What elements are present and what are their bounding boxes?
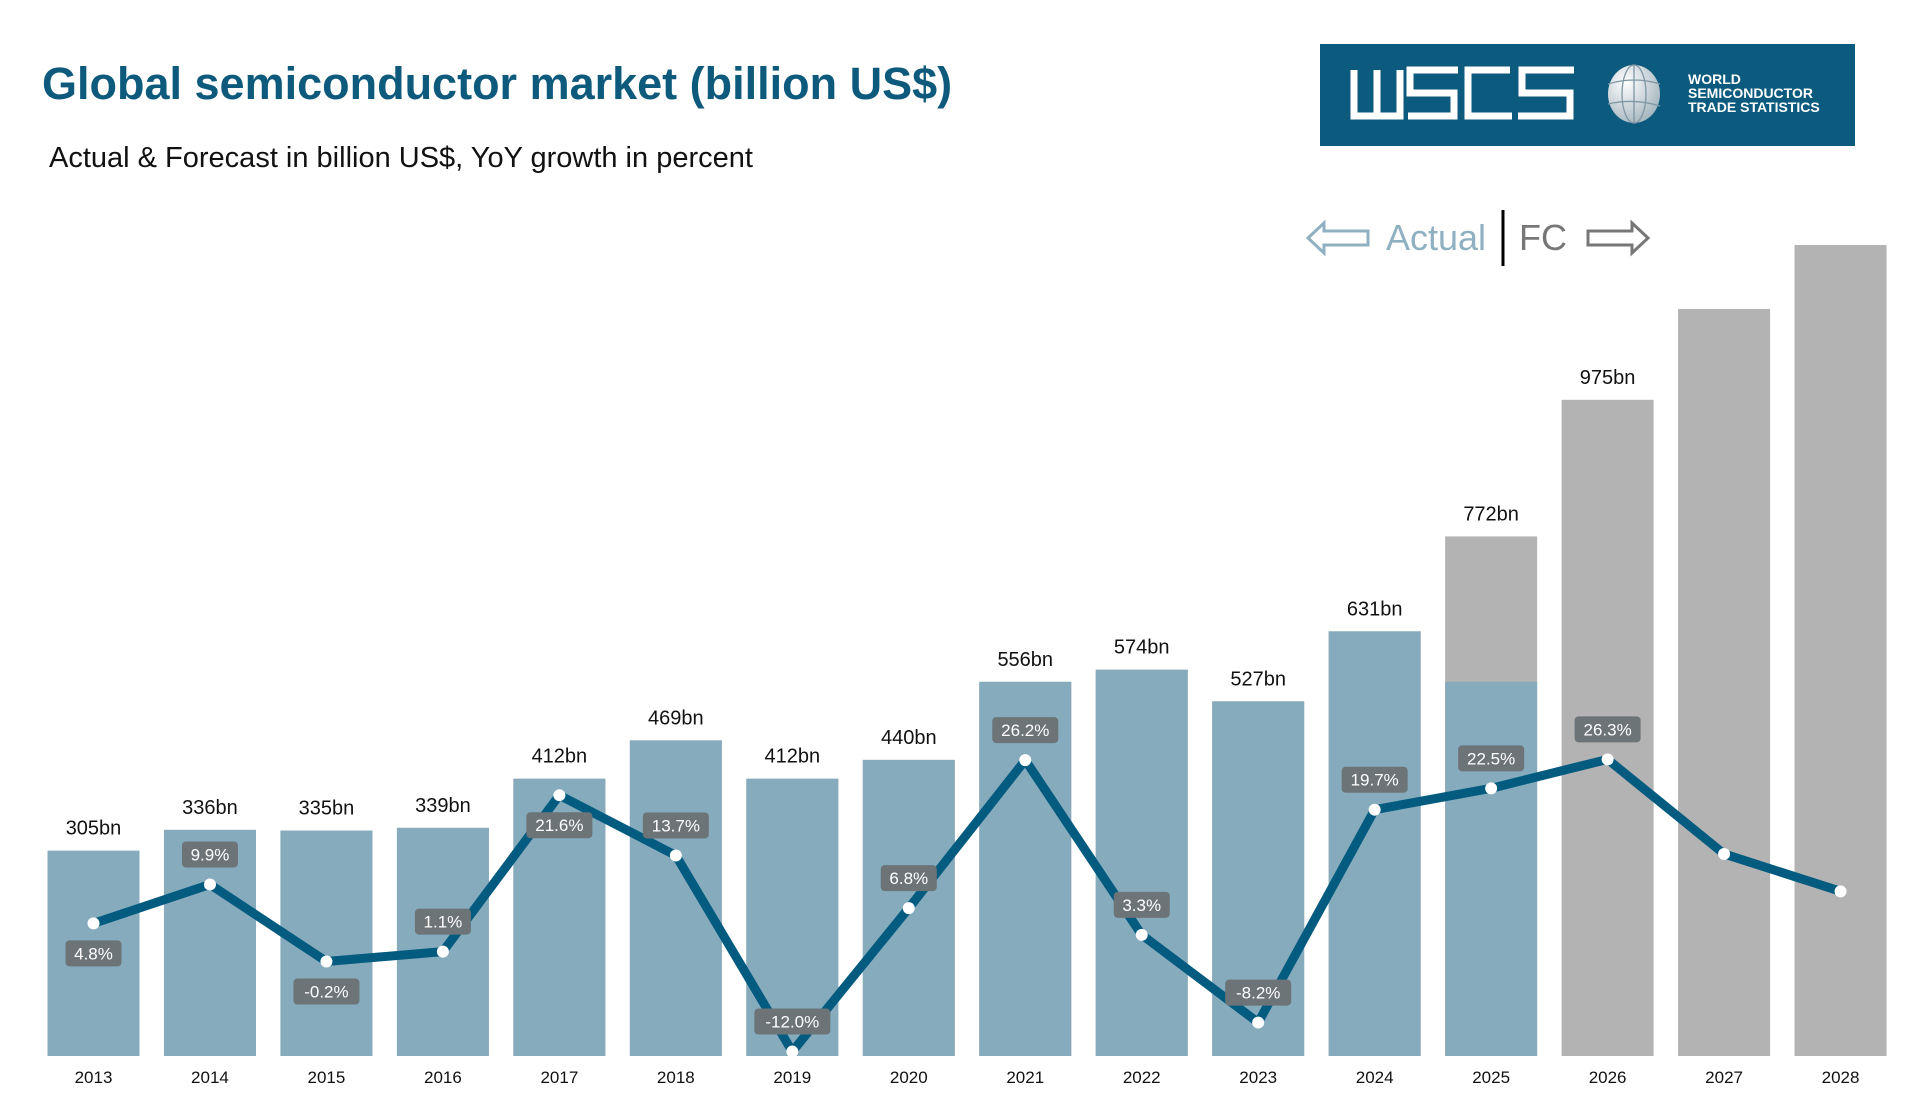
growth-point-2013	[87, 917, 100, 930]
x-tick-label: 2017	[540, 1068, 578, 1087]
bar-value-label: 336bn	[182, 797, 238, 819]
bar-value-label: 335bn	[299, 798, 355, 820]
bar-value-label: 412bn	[765, 746, 821, 768]
bar-value-label: 440bn	[881, 727, 937, 749]
bar-actual-2014	[163, 829, 256, 1056]
x-tick-label: 2024	[1356, 1068, 1394, 1087]
actual-forecast-divider: Actual FC	[1305, 210, 1651, 266]
chart-subtitle: Actual & Forecast in billion US$, YoY gr…	[49, 142, 753, 174]
arrow-left-icon	[1305, 219, 1370, 257]
x-tick-label: 2023	[1239, 1068, 1277, 1087]
bar-value-label: 574bn	[1114, 637, 1170, 659]
logo-tagline: WORLD SEMICONDUCTOR TRADE STATISTICS	[1688, 71, 1820, 115]
wsts-logo: WORLD SEMICONDUCTOR TRADE STATISTICS	[1320, 44, 1855, 146]
growth-value-label: 19.7%	[1351, 771, 1399, 790]
growth-point-2022	[1135, 928, 1148, 941]
growth-label-box	[65, 940, 122, 967]
x-tick-label: 2015	[308, 1068, 346, 1087]
bar-value-label: 527bn	[1230, 668, 1286, 690]
growth-label-box	[181, 841, 238, 868]
x-tick-label: 2020	[890, 1068, 928, 1087]
bar-value-label: 412bn	[532, 746, 588, 768]
growth-value-label: 13.7%	[652, 816, 700, 835]
growth-value-label: -8.2%	[1236, 984, 1280, 1003]
growth-point-2020	[902, 902, 915, 915]
growth-value-label: -0.2%	[304, 983, 348, 1002]
growth-point-2026	[1601, 753, 1614, 766]
bar-2028	[1794, 245, 1887, 1056]
chart-title: Global semiconductor market (billion US$…	[42, 58, 953, 109]
growth-point-2024	[1368, 803, 1381, 816]
bar-actual-2025	[1445, 681, 1538, 1056]
growth-point-2021	[1019, 754, 1032, 767]
growth-value-label: -12.0%	[765, 1013, 819, 1032]
growth-point-2023	[1252, 1016, 1265, 1029]
x-tick-label: 2022	[1123, 1068, 1161, 1087]
growth-line	[92, 754, 1842, 1057]
bar-actual-2021	[979, 681, 1072, 1056]
bar-value-label: 469bn	[648, 707, 704, 729]
growth-value-label: 4.8%	[74, 944, 113, 963]
x-tick-label: 2018	[657, 1068, 695, 1087]
growth-value-label: 9.9%	[191, 845, 230, 864]
x-tick-label: 2027	[1705, 1068, 1743, 1087]
x-tick-label: 2021	[1006, 1068, 1044, 1087]
bar-value-label: 975bn	[1580, 367, 1636, 389]
growth-label-box	[1341, 766, 1408, 793]
growth-value-label: 3.3%	[1122, 896, 1161, 915]
actual-label: Actual	[1386, 217, 1486, 258]
growth-label-box	[1574, 716, 1641, 743]
growth-point-2018	[669, 849, 682, 862]
bar-value-label: 556bn	[997, 649, 1053, 671]
x-tick-label: 2025	[1472, 1068, 1510, 1087]
growth-value-label: 26.2%	[1001, 721, 1049, 740]
growth-label-box	[754, 1008, 831, 1035]
bar-2027	[1678, 308, 1771, 1057]
growth-label-box	[642, 812, 709, 839]
bar-value-label: 339bn	[415, 795, 471, 817]
growth-point-2028	[1834, 885, 1847, 898]
growth-value-label: 6.8%	[889, 869, 928, 888]
growth-label-box	[526, 812, 593, 839]
growth-value-label: 21.6%	[535, 816, 583, 835]
growth-label-box	[880, 865, 937, 892]
growth-point-2025	[1485, 782, 1498, 795]
x-tick-label: 2014	[191, 1068, 229, 1087]
growth-point-2016	[436, 945, 449, 958]
bar-value-label: 305bn	[66, 818, 122, 840]
x-tick-label: 2028	[1822, 1068, 1860, 1087]
growth-point-2015	[320, 955, 333, 968]
x-tick-label: 2013	[75, 1068, 113, 1087]
growth-point-2017	[553, 789, 566, 802]
bar-value-label: 631bn	[1347, 598, 1403, 620]
growth-value-label: 1.1%	[424, 913, 463, 932]
growth-label-box	[414, 908, 471, 935]
arrow-right-icon	[1586, 219, 1651, 257]
growth-label-box	[1458, 745, 1525, 772]
growth-value-label: 22.5%	[1467, 749, 1515, 768]
growth-label-box	[1225, 979, 1292, 1006]
bar-actual-2018	[629, 740, 722, 1056]
wsts-wordmark-icon	[1350, 66, 1574, 120]
growth-label-box	[293, 978, 360, 1005]
growth-value-label: 26.3%	[1584, 720, 1632, 739]
globe-icon	[1607, 64, 1661, 124]
growth-label-box	[992, 717, 1059, 744]
bar-actual-2022	[1095, 669, 1188, 1056]
bar-actual-2016	[396, 827, 489, 1056]
growth-point-2014	[203, 878, 216, 891]
growth-point-2019	[786, 1045, 799, 1058]
x-tick-label: 2026	[1589, 1068, 1627, 1087]
growth-label-box	[1113, 891, 1170, 918]
x-tick-label: 2016	[424, 1068, 462, 1087]
growth-point-2027	[1718, 847, 1731, 860]
bar-value-label: 772bn	[1463, 503, 1519, 525]
x-tick-label: 2019	[773, 1068, 811, 1087]
forecast-label: FC	[1519, 217, 1567, 258]
bar-actual-2024	[1328, 631, 1421, 1056]
